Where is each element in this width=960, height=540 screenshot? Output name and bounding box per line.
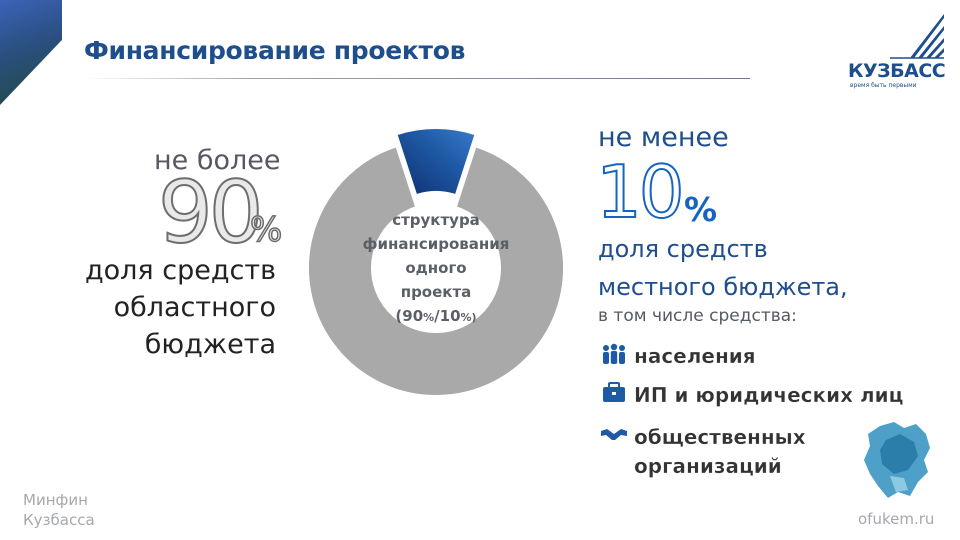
right-description: доля средств местного бюджета, [598,230,848,306]
donut-label-pct: %) [460,311,477,324]
logo-tagline: время быть первыми [850,82,917,89]
corner-decoration [0,0,62,105]
left-intro: не более [154,145,281,176]
people-icon [603,343,625,364]
list-item-label: организаций [634,454,782,478]
left-percent-sign: % [249,209,283,251]
donut-label-part: /10 [434,307,461,325]
kuzbass-logo-icon [890,14,944,59]
briefcase-icon [603,382,625,402]
list-item-label: населения [634,344,756,368]
list-item-label: ИП и юридических лиц [634,383,904,407]
footer-organization: Минфин Кузбасса [23,490,95,530]
left-desc-line: бюджета [144,329,276,360]
donut-label-line: одного [405,259,467,277]
left-desc-line: доля средств [84,255,276,286]
donut-label-part: (90 [395,307,424,325]
donut-label-pct: % [423,311,435,324]
donut-slice [395,128,477,197]
handshake-icon [601,429,627,440]
right-desc-line: доля средств [598,235,768,263]
funding-donut-chart [307,128,565,397]
list-item: ИП и юридических лиц [600,381,904,410]
list-item: населения [600,342,756,371]
page-title: Финансирование проектов [84,36,466,65]
right-intro: не менее [598,122,729,153]
left-desc-line: областного [113,292,276,323]
donut-label-line: финансирования [362,235,510,253]
donut-label-line: структура [392,211,480,229]
list-item: общественных организаций [600,423,806,481]
footer-website: ofukem.ru [858,510,935,528]
logo-wordmark: КУЗБАСС [848,60,946,82]
list-item-label: общественных [634,425,806,449]
right-big-number: 10 [595,150,686,234]
title-divider [84,78,750,79]
donut-label-line: (90%/10%) [344,304,528,330]
left-description: доля средств областного бюджета [85,252,276,363]
list-item-label-group: общественных организаций [634,423,806,481]
left-big-number: 90 [157,163,264,263]
donut-center-label: структура финансирования одного проекта … [344,208,528,330]
right-desc-line: местного бюджета, [598,273,848,301]
kuzbass-map-icon [864,422,930,498]
donut-label-line: проекта [400,283,472,301]
footer-line: Кузбасса [23,511,95,529]
donut-slice [307,145,565,397]
right-subtitle: в том числе средства: [598,306,797,326]
right-percent-sign: % [684,190,718,229]
footer-line: Минфин [23,491,88,509]
